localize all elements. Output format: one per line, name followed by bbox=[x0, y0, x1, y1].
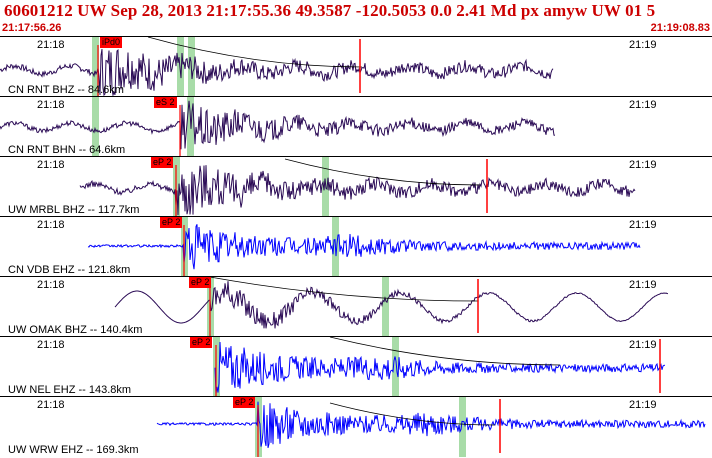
time-label-right: 21:19 bbox=[629, 399, 657, 411]
time-label-right: 21:19 bbox=[629, 39, 657, 51]
waveform bbox=[213, 337, 666, 397]
trace-panel[interactable]: 21:18 21:19 eP 2 UW MRBL BHZ -- 117.7km bbox=[0, 156, 712, 217]
phase-pick-flag[interactable]: iPd0 bbox=[100, 37, 123, 48]
waveform-line bbox=[87, 224, 641, 270]
time-label-right: 21:19 bbox=[629, 339, 657, 351]
event-title: 60601212 UW Sep 28, 2013 21:17:55.36 49.… bbox=[4, 1, 656, 20]
window-start-time: 21:17:56.26 bbox=[2, 22, 62, 34]
trace-panel[interactable]: 21:18 21:19 eP 2 UW OMAK BHZ -- 140.4km bbox=[0, 276, 712, 337]
waveform bbox=[0, 97, 556, 157]
time-label-right: 21:19 bbox=[629, 159, 657, 171]
time-label-left: 21:18 bbox=[37, 159, 65, 171]
analysis-window bbox=[392, 337, 399, 397]
waveform-line bbox=[114, 281, 669, 329]
analysis-window bbox=[92, 37, 99, 97]
phase-pick-flag[interactable]: eP 2 bbox=[160, 217, 183, 228]
trace-panel[interactable]: 21:18 21:19 eP 2 CN VDB EHZ -- 121.8km bbox=[0, 216, 712, 277]
time-label-left: 21:18 bbox=[37, 219, 65, 231]
analysis-window bbox=[92, 97, 99, 157]
coda-decay-curve bbox=[329, 402, 496, 426]
channel-label: CN RNT BHN -- 64.6km bbox=[8, 144, 126, 156]
time-label-left: 21:18 bbox=[37, 339, 65, 351]
waveform-line bbox=[79, 165, 636, 216]
waveform-line bbox=[156, 401, 706, 449]
seismogram-traces[interactable]: 21:18 21:19 iPd0 CN RNT BHZ -- 84.6km 21… bbox=[0, 36, 712, 458]
waveform bbox=[87, 217, 641, 277]
channel-label: CN VDB EHZ -- 121.8km bbox=[8, 264, 131, 276]
phase-pick-flag[interactable]: eP 2 bbox=[151, 157, 174, 168]
coda-decay-curve bbox=[147, 37, 363, 68]
time-label-right: 21:19 bbox=[629, 219, 657, 231]
channel-label: UW NEL EHZ -- 143.8km bbox=[8, 384, 132, 396]
time-label-left: 21:18 bbox=[37, 399, 65, 411]
phase-pick-flag[interactable]: eP 2 bbox=[189, 277, 212, 288]
coda-decay-curve bbox=[329, 337, 561, 366]
time-label-left: 21:18 bbox=[37, 99, 65, 111]
channel-label: UW OMAK BHZ -- 140.4km bbox=[8, 324, 143, 336]
waveform-line bbox=[0, 100, 556, 150]
waveform bbox=[114, 277, 669, 337]
phase-pick-flag[interactable]: eS 2 bbox=[154, 97, 177, 108]
time-label-right: 21:19 bbox=[629, 99, 657, 111]
time-label-right: 21:19 bbox=[629, 279, 657, 291]
analysis-window bbox=[382, 277, 389, 337]
waveform-line bbox=[214, 341, 666, 394]
channel-label: UW WRW EHZ -- 169.3km bbox=[8, 444, 139, 456]
waveform-line bbox=[0, 49, 554, 97]
channel-label: UW MRBL BHZ -- 117.7km bbox=[8, 204, 140, 216]
coda-decay-curve bbox=[209, 277, 479, 302]
waveform bbox=[0, 37, 554, 97]
channel-label: CN RNT BHZ -- 84.6km bbox=[8, 84, 124, 96]
phase-pick-flag[interactable]: eP 2 bbox=[233, 397, 256, 408]
window-end-time: 21:19:08.83 bbox=[650, 22, 710, 34]
trace-panel[interactable]: 21:18 21:19 eP 2 UW WRW EHZ -- 169.3km bbox=[0, 396, 712, 457]
trace-panel[interactable]: 21:18 21:19 eS 2 CN RNT BHN -- 64.6km bbox=[0, 96, 712, 157]
analysis-window bbox=[177, 37, 184, 97]
trace-panel[interactable]: 21:18 21:19 eP 2 UW NEL EHZ -- 143.8km bbox=[0, 336, 712, 397]
time-label-left: 21:18 bbox=[37, 39, 65, 51]
event-header: 60601212 UW Sep 28, 2013 21:17:55.36 49.… bbox=[0, 0, 712, 36]
analysis-window bbox=[459, 397, 466, 457]
trace-panel[interactable]: 21:18 21:19 iPd0 CN RNT BHZ -- 84.6km bbox=[0, 36, 712, 97]
waveform bbox=[79, 157, 636, 217]
time-label-left: 21:18 bbox=[37, 279, 65, 291]
phase-pick-flag[interactable]: eP 2 bbox=[190, 337, 213, 348]
waveform bbox=[156, 397, 706, 457]
coda-decay-curve bbox=[284, 158, 481, 186]
